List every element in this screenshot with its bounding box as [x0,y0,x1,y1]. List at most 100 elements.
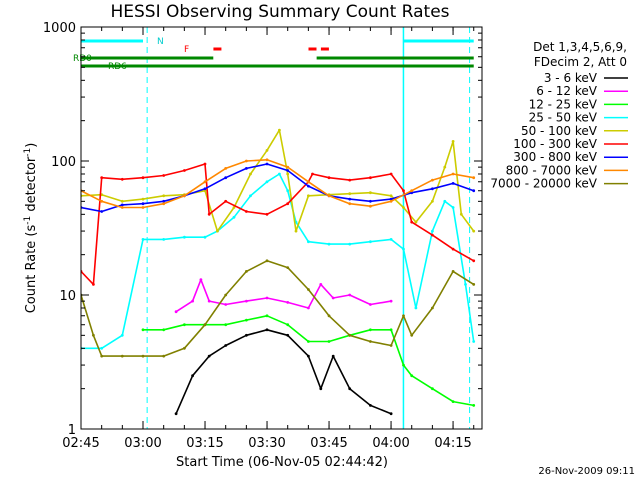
series-point-5 [224,199,228,203]
series-point-6 [389,197,393,201]
series-point-2 [472,404,476,407]
series-point-2 [286,323,290,327]
series-point-3 [141,238,145,241]
y-tick-label: 10 [59,289,76,304]
series-point-5 [348,178,352,182]
series-point-6 [245,167,248,170]
series-point-2 [402,363,405,367]
y-axis-label-suffix: ) [24,143,39,148]
series-point-4 [232,206,236,209]
y-tick-label: 100 [51,155,76,170]
series-point-3 [203,235,207,239]
series-point-6 [100,210,104,213]
series-point-3 [265,180,269,184]
series-point-1 [199,278,203,282]
series-point-4 [294,229,298,233]
series-line-2 [143,315,474,407]
series-point-8 [224,293,228,297]
series-point-5 [120,177,124,181]
series-point-0 [319,387,323,391]
series-point-7 [100,199,104,203]
x-tick-label: 03:15 [186,436,223,451]
series-point-5 [431,233,434,237]
y-axis-label-prefix: Count Rate (s [24,225,39,314]
series-point-7 [286,165,290,169]
legend-entry-label: 100 - 300 keV [513,137,597,151]
series-line-7 [81,159,474,209]
series-point-4 [286,172,290,176]
legend-entry-label: 3 - 6 keV [544,71,598,85]
series-point-4 [278,128,281,132]
series-group [81,128,476,416]
series-point-5 [203,162,207,166]
series-point-7 [431,178,434,182]
series-point-5 [451,247,455,251]
rd6-flag-label: RD6 [108,62,127,72]
series-point-4 [472,229,476,233]
series-point-3 [451,206,455,209]
series-point-4 [414,220,418,224]
series-point-8 [472,283,476,286]
series-point-3 [431,229,434,233]
series-line-6 [81,163,474,213]
series-point-3 [286,189,290,193]
series-point-5 [265,212,269,216]
plot-area: N F RD0 RD6 [73,27,476,429]
series-point-8 [327,314,331,318]
legend-entry-label: 12 - 25 keV [529,97,598,111]
series-point-5 [100,176,104,180]
series-point-7 [307,180,310,184]
series-point-5 [162,174,166,177]
series-point-3 [183,235,186,239]
series-point-2 [431,387,434,391]
series-point-6 [348,197,352,201]
series-point-5 [92,283,95,286]
series-point-8 [286,266,290,269]
legend-entry-label: 7000 - 20000 keV [490,177,597,191]
series-point-1 [286,301,290,304]
series-point-1 [369,303,372,306]
series-point-0 [348,387,352,391]
series-point-0 [245,333,248,337]
series-point-4 [431,199,434,203]
series-point-5 [183,169,186,172]
series-point-5 [472,259,476,263]
series-point-7 [183,194,186,198]
series-point-3 [472,340,476,343]
plot-frame [80,26,483,430]
legend-entry-label: 25 - 50 keV [529,111,598,125]
series-point-7 [265,158,269,162]
series-point-7 [224,167,228,170]
series-point-2 [162,328,166,332]
series-point-7 [389,199,393,203]
series-point-4 [120,199,124,203]
series-point-3 [348,242,352,246]
series-point-2 [410,374,414,378]
y-axis-label: Count Rate (s-1 detector-1) [23,143,39,314]
series-point-6 [472,189,476,193]
series-point-2 [307,340,310,343]
series-point-2 [389,328,393,332]
series-point-8 [402,314,405,318]
series-point-5 [207,212,211,216]
series-point-3 [369,240,372,244]
series-point-1 [174,310,178,314]
series-point-6 [307,184,310,188]
legend-entry-label: 300 - 800 keV [513,150,597,164]
series-point-6 [451,182,455,185]
series-point-7 [410,189,414,193]
series-point-6 [162,199,166,203]
series-point-5 [311,172,314,176]
legend-entry-label: 6 - 12 keV [536,84,598,98]
legend-entry-label: 50 - 100 keV [521,124,598,138]
series-point-4 [162,194,166,198]
series-point-4 [307,194,310,198]
series-point-6 [203,187,207,191]
series-point-1 [348,293,352,297]
series-point-2 [369,328,372,332]
series-point-7 [203,180,207,184]
series-point-4 [348,192,352,196]
series-line-1 [175,278,392,313]
legend: Det 1,3,4,5,6,9, FDecim 2, Att 0 3 - 6 k… [490,40,628,191]
series-line-5 [81,163,475,286]
